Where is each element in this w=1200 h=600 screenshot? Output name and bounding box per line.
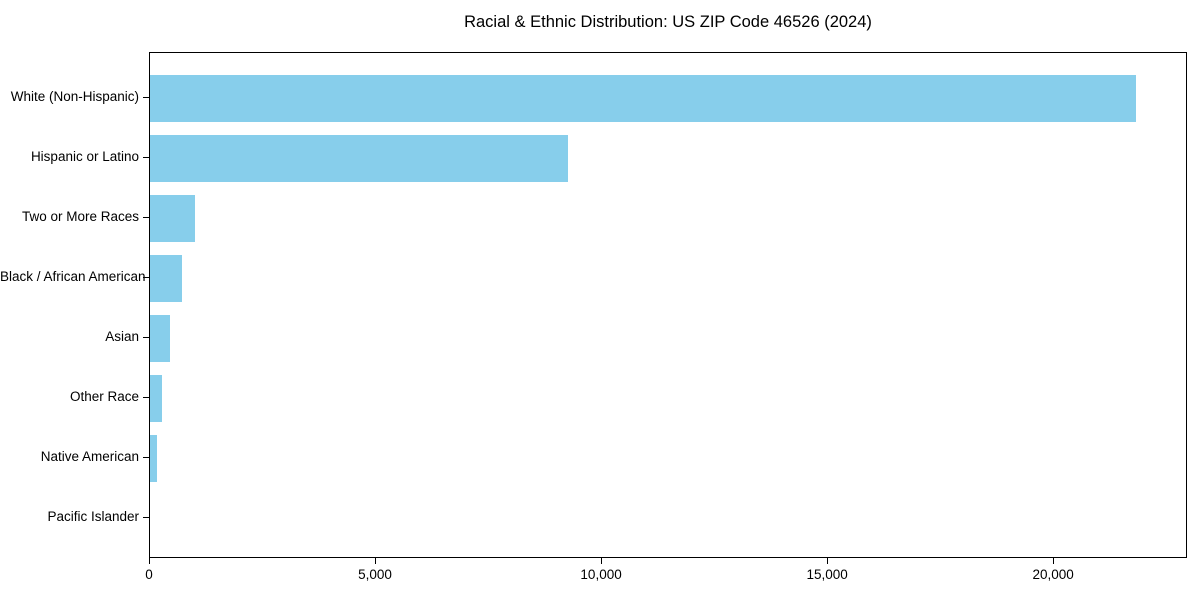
y-tick-mark xyxy=(143,397,149,398)
x-tick-label-5-000: 5,000 xyxy=(358,567,392,582)
y-tick-mark xyxy=(143,337,149,338)
y-tick-label-pacific-islander: Pacific Islander xyxy=(47,509,139,524)
bar-native-american xyxy=(150,434,157,482)
y-tick-mark xyxy=(143,157,149,158)
y-tick-label-white-non-hispanic: White (Non-Hispanic) xyxy=(10,89,139,104)
x-tick-mark xyxy=(827,558,829,564)
bar-other-race xyxy=(150,374,163,422)
y-tick-label-black-african-american: Black / African American xyxy=(0,269,146,284)
x-tick-label-15-000: 15,000 xyxy=(806,567,848,582)
x-tick-mark xyxy=(149,558,150,564)
y-tick-mark xyxy=(143,517,149,518)
x-tick-label-20-000: 20,000 xyxy=(1032,567,1074,582)
y-tick-label-other-race: Other Race xyxy=(69,389,139,404)
y-tick-label-native-american: Native American xyxy=(40,449,139,464)
y-tick-mark xyxy=(143,457,149,458)
y-tick-mark xyxy=(143,217,149,218)
x-tick-mark xyxy=(1053,558,1055,564)
bar-two-or-more-races xyxy=(150,194,196,242)
x-tick-mark xyxy=(601,558,603,564)
bar-hispanic-or-latino xyxy=(150,134,569,182)
bar-white-non-hispanic xyxy=(150,74,1136,122)
x-tick-label-10-000: 10,000 xyxy=(580,567,622,582)
bar-black-african-american xyxy=(150,254,182,302)
bar-asian xyxy=(150,314,170,362)
y-tick-label-two-or-more-races: Two or More Races xyxy=(21,209,139,224)
x-tick-mark xyxy=(375,558,377,564)
y-tick-mark xyxy=(143,277,149,278)
plot-area xyxy=(149,52,1187,558)
y-tick-label-hispanic-or-latino: Hispanic or Latino xyxy=(30,149,139,164)
chart-title: Racial & Ethnic Distribution: US ZIP Cod… xyxy=(464,13,872,31)
y-tick-label-asian: Asian xyxy=(105,329,139,344)
y-tick-mark xyxy=(143,97,149,98)
x-tick-label-0: 0 xyxy=(145,567,153,582)
